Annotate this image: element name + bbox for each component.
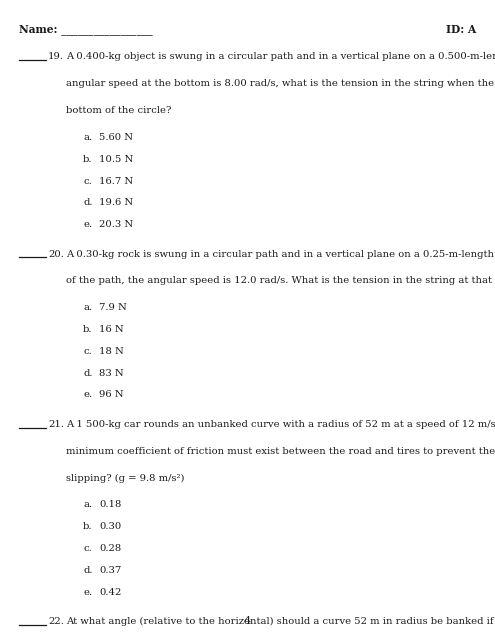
Text: a.: a. bbox=[83, 303, 92, 312]
Text: 83 N: 83 N bbox=[99, 369, 124, 378]
Text: 0.28: 0.28 bbox=[99, 544, 122, 553]
Text: b.: b. bbox=[83, 325, 93, 334]
Text: e.: e. bbox=[83, 588, 92, 596]
Text: At what angle (relative to the horizontal) should a curve 52 m in radius be bank: At what angle (relative to the horizonta… bbox=[66, 617, 495, 626]
Text: e.: e. bbox=[83, 220, 92, 229]
Text: 16 N: 16 N bbox=[99, 325, 124, 334]
Text: a.: a. bbox=[83, 133, 92, 142]
Text: c.: c. bbox=[83, 347, 92, 356]
Text: d.: d. bbox=[83, 369, 93, 378]
Text: b.: b. bbox=[83, 522, 93, 531]
Text: 4: 4 bbox=[244, 616, 251, 626]
Text: 96 N: 96 N bbox=[99, 390, 124, 399]
Text: b.: b. bbox=[83, 155, 93, 164]
Text: 5.60 N: 5.60 N bbox=[99, 133, 134, 142]
Text: 7.9 N: 7.9 N bbox=[99, 303, 127, 312]
Text: A 1 500-kg car rounds an unbanked curve with a radius of 52 m at a speed of 12 m: A 1 500-kg car rounds an unbanked curve … bbox=[66, 420, 495, 429]
Text: angular speed at the bottom is 8.00 rad/s, what is the tension in the string whe: angular speed at the bottom is 8.00 rad/… bbox=[66, 79, 495, 88]
Text: 21.: 21. bbox=[48, 420, 64, 429]
Text: 0.18: 0.18 bbox=[99, 500, 122, 509]
Text: 16.7 N: 16.7 N bbox=[99, 177, 134, 186]
Text: slipping? (g = 9.8 m/s²): slipping? (g = 9.8 m/s²) bbox=[66, 474, 184, 483]
Text: Name: _________________: Name: _________________ bbox=[19, 24, 152, 35]
Text: d.: d. bbox=[83, 566, 93, 575]
Text: ID: A: ID: A bbox=[446, 24, 476, 35]
Text: 20.: 20. bbox=[48, 250, 64, 259]
Text: A 0.400-kg object is swung in a circular path and in a vertical plane on a 0.500: A 0.400-kg object is swung in a circular… bbox=[66, 52, 495, 61]
Text: 19.: 19. bbox=[48, 52, 64, 61]
Text: 18 N: 18 N bbox=[99, 347, 124, 356]
Text: c.: c. bbox=[83, 544, 92, 553]
Text: 10.5 N: 10.5 N bbox=[99, 155, 134, 164]
Text: of the path, the angular speed is 12.0 rad/s. What is the tension in the string : of the path, the angular speed is 12.0 r… bbox=[66, 276, 495, 285]
Text: a.: a. bbox=[83, 500, 92, 509]
Text: 20.3 N: 20.3 N bbox=[99, 220, 134, 229]
Text: A 0.30-kg rock is swung in a circular path and in a vertical plane on a 0.25-m-l: A 0.30-kg rock is swung in a circular pa… bbox=[66, 250, 495, 259]
Text: c.: c. bbox=[83, 177, 92, 186]
Text: 0.37: 0.37 bbox=[99, 566, 122, 575]
Text: minimum coefficient of friction must exist between the road and tires to prevent: minimum coefficient of friction must exi… bbox=[66, 447, 495, 456]
Text: d.: d. bbox=[83, 198, 93, 207]
Text: 0.42: 0.42 bbox=[99, 588, 122, 596]
Text: 22.: 22. bbox=[48, 617, 64, 626]
Text: 19.6 N: 19.6 N bbox=[99, 198, 134, 207]
Text: bottom of the circle?: bottom of the circle? bbox=[66, 106, 171, 115]
Text: 0.30: 0.30 bbox=[99, 522, 122, 531]
Text: e.: e. bbox=[83, 390, 92, 399]
